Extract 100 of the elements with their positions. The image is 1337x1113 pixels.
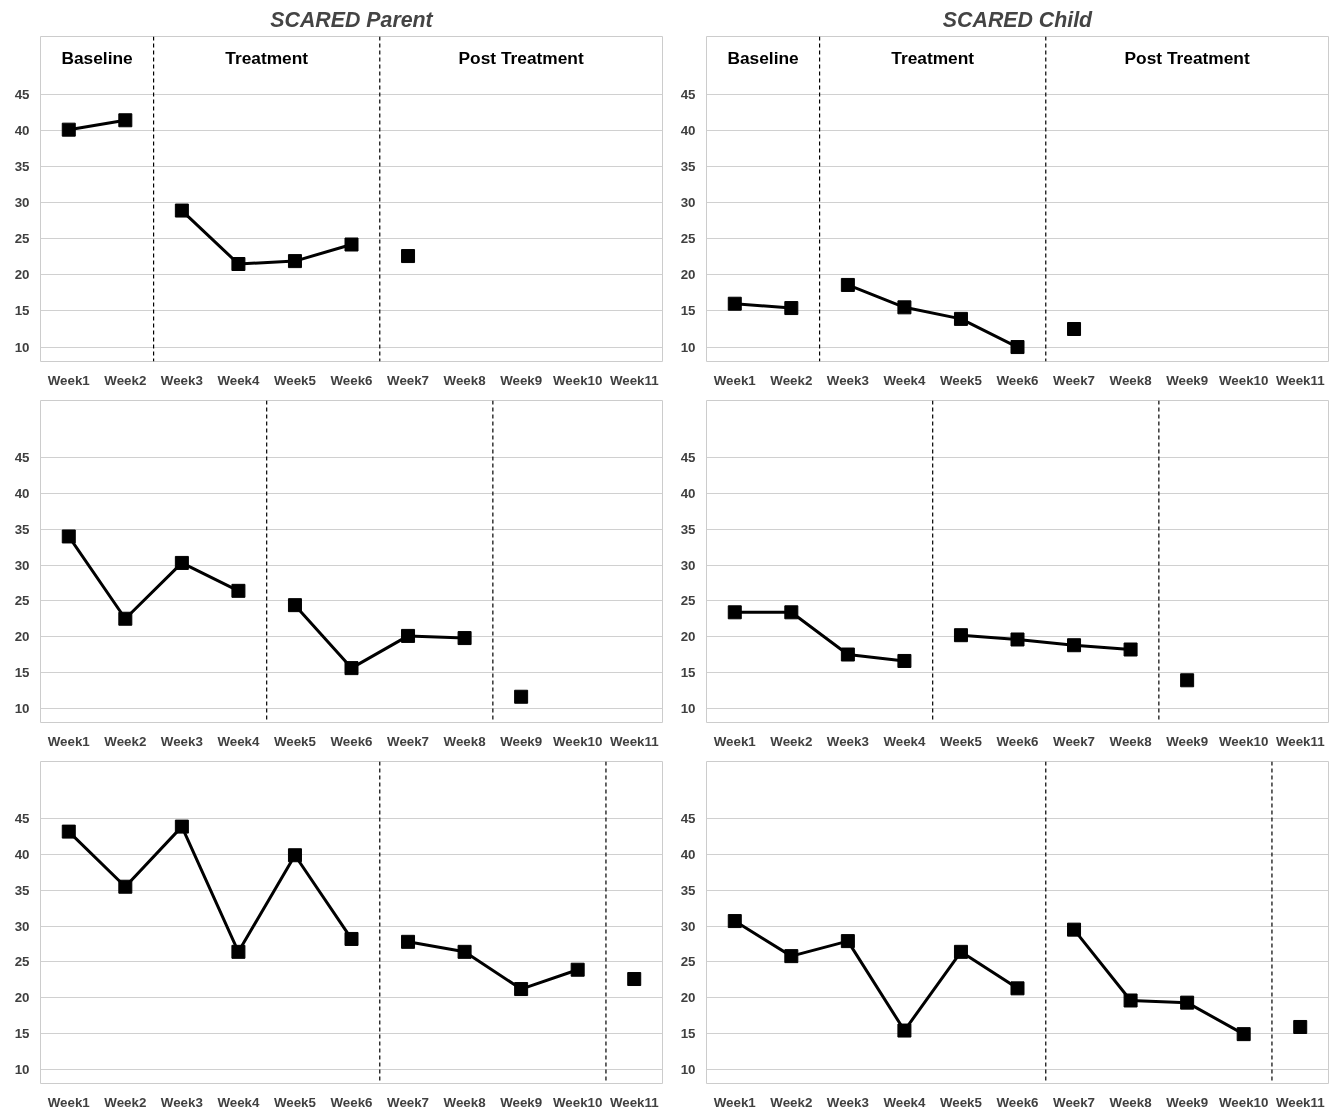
x-tick-label: Week2 xyxy=(104,1094,147,1110)
point xyxy=(897,1023,912,1038)
y-tick-label: 10 xyxy=(14,700,30,716)
x-tick-label: Week11 xyxy=(609,1094,660,1110)
point xyxy=(287,598,302,613)
y-tick-label: 45 xyxy=(14,450,31,466)
y-tick-label: 40 xyxy=(680,122,696,138)
y-tick-label: 15 xyxy=(14,664,31,680)
point xyxy=(401,249,416,264)
y-tick-label: 15 xyxy=(680,303,697,319)
y-tick-label: 25 xyxy=(14,231,31,247)
x-tick-label: Week11 xyxy=(1275,733,1326,749)
chart-title: SCARED Child xyxy=(942,7,1094,32)
point xyxy=(174,555,189,570)
point xyxy=(344,661,359,676)
y-tick-label: 20 xyxy=(14,267,30,283)
x-tick-label: Week11 xyxy=(1275,372,1326,388)
point xyxy=(344,237,359,252)
point xyxy=(287,848,302,863)
point xyxy=(457,944,472,959)
point xyxy=(118,113,133,128)
point xyxy=(61,122,76,137)
y-tick-label: 45 xyxy=(14,811,31,827)
point xyxy=(174,819,189,834)
x-tick-label: Week6 xyxy=(996,372,1039,388)
point xyxy=(1010,981,1025,996)
x-tick-label: Week1 xyxy=(47,1094,91,1110)
y-tick-label: 35 xyxy=(680,159,697,174)
x-tick-label: Week2 xyxy=(770,372,813,388)
point xyxy=(457,631,472,646)
x-tick-label: Week11 xyxy=(1275,1094,1326,1110)
y-tick-label: 20 xyxy=(680,629,696,645)
y-tick-label: 15 xyxy=(680,1025,697,1041)
x-tick-label: Week9 xyxy=(500,733,543,749)
point xyxy=(1236,1027,1251,1042)
y-tick-label: 25 xyxy=(680,231,697,247)
y-tick-label: 40 xyxy=(680,486,696,502)
y-tick-label: 35 xyxy=(14,882,31,898)
y-tick-label: 10 xyxy=(680,339,696,355)
x-tick-label: Week2 xyxy=(770,1094,813,1110)
x-tick-label: Week6 xyxy=(330,1094,373,1110)
point xyxy=(118,611,133,626)
x-tick-label: Week10 xyxy=(552,1094,603,1110)
point xyxy=(61,529,76,544)
point xyxy=(784,301,799,316)
point xyxy=(840,277,855,292)
point xyxy=(727,914,742,929)
y-tick-label: 30 xyxy=(14,195,30,211)
point xyxy=(840,647,855,662)
x-tick-label: Week7 xyxy=(387,1094,430,1110)
y-tick-label: 40 xyxy=(14,122,30,138)
point xyxy=(1067,322,1082,336)
x-tick-label: Week11 xyxy=(609,733,660,749)
x-tick-label: Week10 xyxy=(552,733,603,749)
point xyxy=(627,972,642,987)
y-tick-label: 20 xyxy=(14,990,30,1006)
point xyxy=(344,931,359,946)
y-tick-label: 45 xyxy=(680,811,697,827)
x-tick-label: Week10 xyxy=(1218,372,1269,388)
x-tick-label: Week1 xyxy=(713,1094,757,1110)
annotation: Post Treatment xyxy=(458,48,584,69)
y-tick-label: 15 xyxy=(680,664,697,680)
x-tick-label: Week3 xyxy=(826,1094,869,1110)
point xyxy=(174,203,189,218)
point xyxy=(61,824,76,839)
x-tick-label: Week5 xyxy=(939,733,983,749)
x-tick-label: Week9 xyxy=(500,1094,543,1110)
x-tick-label: Week2 xyxy=(770,733,813,749)
x-tick-label: Week10 xyxy=(552,372,603,388)
y-tick-label: 30 xyxy=(680,195,696,211)
point xyxy=(953,311,968,326)
y-tick-label: 15 xyxy=(14,1025,31,1041)
x-tick-label: Week11 xyxy=(609,372,660,388)
y-tick-label: 30 xyxy=(680,557,696,573)
y-tick-label: 30 xyxy=(14,918,30,934)
x-tick-label: Week4 xyxy=(883,1094,926,1110)
y-tick-label: 35 xyxy=(680,882,697,898)
y-tick-label: 45 xyxy=(680,86,697,102)
point xyxy=(727,605,742,620)
x-tick-label: Week10 xyxy=(1218,733,1269,749)
x-tick-label: Week1 xyxy=(713,733,757,749)
x-tick-label: Week5 xyxy=(939,1094,983,1110)
point xyxy=(897,653,912,668)
x-tick-label: Week2 xyxy=(104,733,147,749)
annotation: Baseline xyxy=(727,48,800,69)
x-tick-label: Week8 xyxy=(1109,733,1152,749)
x-tick-label: Week6 xyxy=(996,733,1039,749)
y-tick-label: 35 xyxy=(680,521,697,537)
point xyxy=(118,879,133,894)
x-tick-label: Week8 xyxy=(1109,1094,1152,1110)
annotation: Post Treatment xyxy=(1124,48,1250,69)
point xyxy=(1180,673,1195,688)
y-tick-label: 35 xyxy=(14,159,31,174)
x-tick-label: Week5 xyxy=(273,372,317,388)
point xyxy=(401,934,416,949)
x-tick-label: Week3 xyxy=(826,733,869,749)
x-tick-label: Week9 xyxy=(1166,372,1209,388)
point xyxy=(953,944,968,959)
y-tick-label: 25 xyxy=(14,954,31,970)
x-tick-label: Week9 xyxy=(500,372,543,388)
